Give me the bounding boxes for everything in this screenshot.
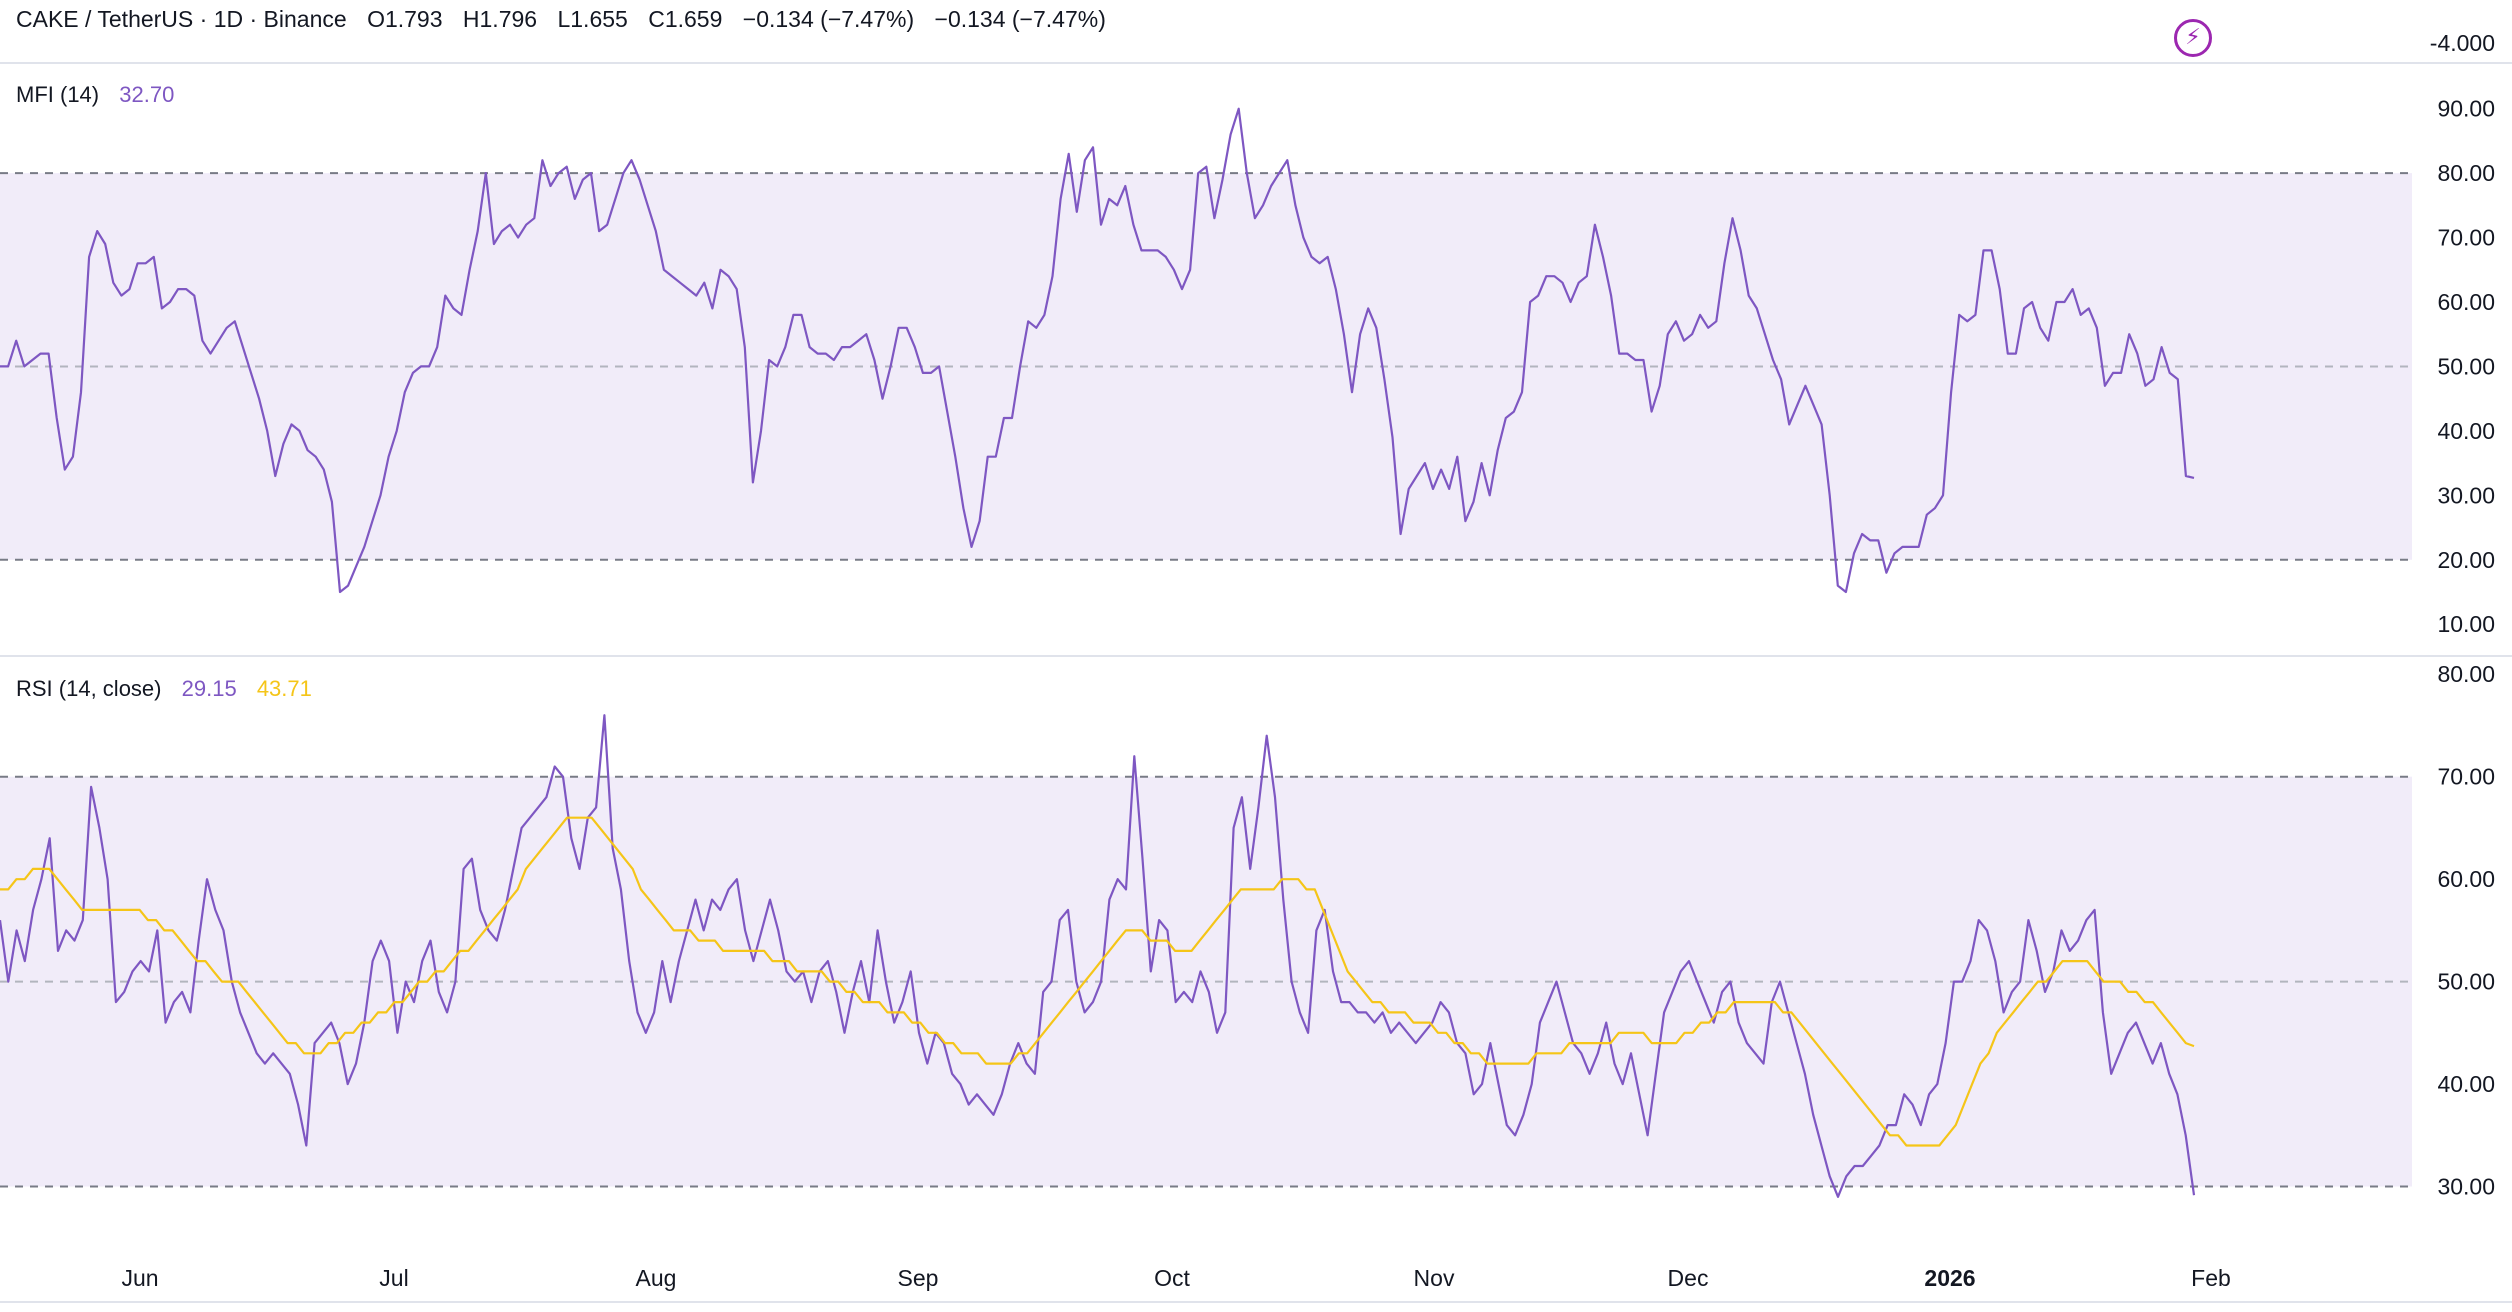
rsi-y-tick: 60.00 — [2437, 866, 2495, 892]
mfi-pane[interactable] — [0, 107, 2412, 594]
mfi-line[interactable] — [0, 107, 2195, 594]
rsi-legend-name: RSI (14, close) — [16, 676, 162, 701]
x-axis-tick: Oct — [1154, 1265, 1190, 1291]
mfi-y-tick: 40.00 — [2437, 418, 2495, 444]
x-axis-tick: Nov — [1414, 1265, 1455, 1291]
x-axis-tick: Dec — [1668, 1265, 1709, 1291]
x-axis-tick: Jun — [121, 1265, 158, 1291]
price-scale-label: -4.000 — [2430, 30, 2495, 56]
rsi-y-tick: 30.00 — [2437, 1174, 2495, 1200]
mfi-legend-value: 32.70 — [119, 82, 175, 107]
mfi-y-tick: 70.00 — [2437, 225, 2495, 251]
ohlc-open: O1.793 — [367, 6, 443, 32]
rsi-pane[interactable] — [0, 714, 2412, 1198]
mfi-legend[interactable]: MFI (14) 32.70 — [16, 82, 188, 108]
ohlc-high: H1.796 — [462, 6, 538, 32]
rsi-y-tick: 50.00 — [2437, 969, 2495, 995]
rsi-ma-legend-value: 43.71 — [256, 676, 312, 701]
x-axis-tick: Feb — [2191, 1265, 2231, 1291]
lightning-alert-icon[interactable]: ⚡ — [2174, 19, 2212, 57]
x-axis-tick: Jul — [379, 1265, 408, 1291]
mfi-legend-name: MFI (14) — [16, 82, 100, 107]
mfi-y-tick: 30.00 — [2437, 482, 2495, 508]
symbol-info-bar: CAKE / TetherUS · 1D · Binance O1.793 H1… — [16, 6, 1120, 33]
price-change: −0.134 (−7.47%) — [742, 6, 915, 32]
symbol-title[interactable]: CAKE / TetherUS · 1D · Binance — [16, 6, 347, 32]
price-change-percent: −0.134 (−7.47%) — [934, 6, 1106, 32]
rsi-y-tick: 80.00 — [2437, 661, 2495, 687]
rsi-y-tick: 40.00 — [2437, 1071, 2495, 1097]
mfi-y-tick: 10.00 — [2437, 611, 2495, 637]
mfi-y-tick: 20.00 — [2437, 547, 2495, 573]
ohlc-close: C1.659 — [648, 6, 723, 32]
mfi-y-tick: 90.00 — [2437, 96, 2495, 122]
mfi-y-tick: 50.00 — [2437, 353, 2495, 379]
rsi-y-tick: 70.00 — [2437, 764, 2495, 790]
x-axis-tick: Sep — [898, 1265, 939, 1291]
mfi-y-tick: 80.00 — [2437, 160, 2495, 186]
rsi-ma-line[interactable] — [0, 816, 2195, 1147]
rsi-legend[interactable]: RSI (14, close) 29.15 43.71 — [16, 676, 312, 702]
rsi-line[interactable] — [0, 714, 2196, 1198]
x-axis-tick: Aug — [636, 1265, 677, 1291]
x-axis-tick: 2026 — [1924, 1265, 1975, 1291]
rsi-legend-value: 29.15 — [181, 676, 237, 701]
ohlc-low: L1.655 — [557, 6, 628, 32]
mfi-y-tick: 60.00 — [2437, 289, 2495, 315]
